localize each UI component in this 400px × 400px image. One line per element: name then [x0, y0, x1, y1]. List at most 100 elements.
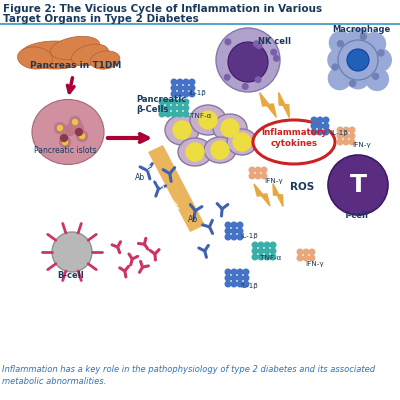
Circle shape: [183, 85, 189, 91]
Text: Ab: Ab: [188, 215, 198, 224]
Circle shape: [183, 91, 189, 97]
Circle shape: [52, 232, 92, 272]
Text: Target Organs in Type 2 Diabetes: Target Organs in Type 2 Diabetes: [3, 14, 199, 24]
Circle shape: [177, 99, 183, 105]
Ellipse shape: [20, 41, 90, 69]
Circle shape: [171, 105, 177, 111]
Circle shape: [254, 41, 259, 46]
Circle shape: [159, 111, 165, 117]
Circle shape: [225, 275, 231, 281]
Circle shape: [165, 99, 171, 105]
Circle shape: [323, 123, 329, 129]
Circle shape: [242, 84, 248, 89]
Circle shape: [343, 133, 349, 139]
Circle shape: [249, 167, 255, 173]
Circle shape: [243, 275, 249, 281]
Text: IFN-γ: IFN-γ: [352, 142, 371, 148]
Circle shape: [189, 79, 195, 85]
Text: Figure 2: The Vicious Cycle of Inflammation in Various: Figure 2: The Vicious Cycle of Inflammat…: [3, 4, 322, 14]
Circle shape: [311, 129, 317, 135]
Circle shape: [328, 66, 352, 90]
Circle shape: [343, 127, 349, 133]
Ellipse shape: [213, 114, 247, 142]
Circle shape: [171, 91, 177, 97]
Circle shape: [327, 48, 351, 72]
Circle shape: [343, 139, 349, 145]
Circle shape: [183, 99, 189, 105]
Text: IL-1β: IL-1β: [240, 233, 258, 239]
Ellipse shape: [18, 47, 52, 69]
Text: T-cell: T-cell: [344, 211, 369, 220]
Circle shape: [323, 117, 329, 123]
Ellipse shape: [72, 44, 108, 66]
Circle shape: [309, 249, 315, 255]
Circle shape: [270, 242, 276, 248]
Circle shape: [347, 49, 369, 71]
Text: immune cells: immune cells: [144, 164, 180, 212]
Circle shape: [72, 120, 78, 124]
Circle shape: [373, 73, 379, 79]
Text: B-cell: B-cell: [57, 271, 84, 280]
Polygon shape: [254, 184, 270, 206]
Circle shape: [362, 32, 386, 56]
Circle shape: [225, 269, 231, 275]
Circle shape: [165, 111, 171, 117]
Circle shape: [76, 130, 88, 142]
Circle shape: [349, 139, 355, 145]
Circle shape: [261, 173, 267, 179]
Circle shape: [317, 123, 323, 129]
Ellipse shape: [204, 137, 236, 163]
Circle shape: [309, 255, 315, 261]
Text: TNF-α: TNF-α: [260, 255, 281, 261]
Circle shape: [338, 40, 378, 80]
Circle shape: [270, 248, 276, 254]
Circle shape: [261, 167, 267, 173]
Circle shape: [237, 228, 243, 234]
Circle shape: [360, 34, 366, 40]
Circle shape: [243, 281, 249, 287]
Circle shape: [346, 66, 370, 90]
Circle shape: [256, 43, 262, 48]
Circle shape: [70, 116, 80, 128]
Circle shape: [264, 254, 270, 260]
Circle shape: [350, 80, 356, 86]
Circle shape: [186, 143, 204, 161]
Circle shape: [189, 85, 195, 91]
Circle shape: [303, 249, 309, 255]
Text: T: T: [350, 173, 366, 197]
Circle shape: [237, 269, 243, 275]
Text: NK cell: NK cell: [258, 37, 291, 46]
Circle shape: [252, 254, 258, 260]
Circle shape: [199, 111, 217, 129]
Circle shape: [337, 133, 343, 139]
Text: Inflammatory
cytokines: Inflammatory cytokines: [261, 128, 327, 148]
Circle shape: [64, 124, 76, 136]
Circle shape: [349, 127, 355, 133]
Circle shape: [171, 111, 177, 117]
Circle shape: [60, 136, 70, 148]
Circle shape: [225, 39, 231, 45]
Circle shape: [237, 275, 243, 281]
Circle shape: [231, 228, 237, 234]
Circle shape: [60, 134, 68, 142]
Circle shape: [171, 85, 177, 91]
Circle shape: [159, 105, 165, 111]
Circle shape: [258, 254, 264, 260]
Circle shape: [177, 79, 183, 85]
Text: Ab: Ab: [135, 173, 145, 182]
Circle shape: [225, 222, 231, 228]
Circle shape: [365, 67, 389, 91]
Circle shape: [252, 242, 258, 248]
Circle shape: [311, 117, 317, 123]
Ellipse shape: [50, 36, 100, 60]
Circle shape: [332, 64, 338, 70]
Circle shape: [159, 99, 165, 105]
Polygon shape: [260, 93, 276, 117]
Circle shape: [237, 222, 243, 228]
Circle shape: [183, 79, 189, 85]
Circle shape: [237, 234, 243, 240]
Circle shape: [264, 248, 270, 254]
Circle shape: [225, 234, 231, 240]
Circle shape: [221, 119, 239, 137]
Text: Pancreatic islots: Pancreatic islots: [34, 146, 97, 155]
